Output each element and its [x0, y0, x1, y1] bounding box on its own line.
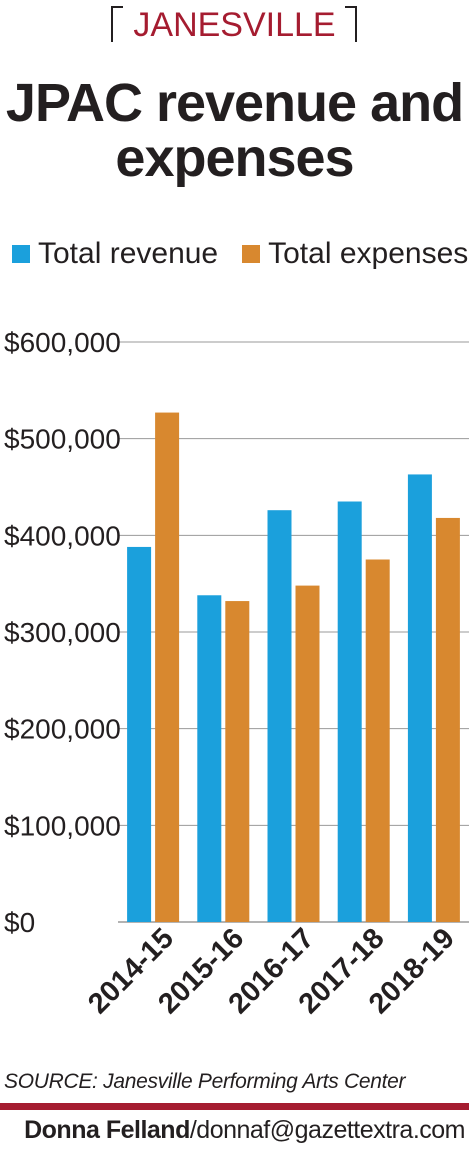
- bar-expenses: [435, 517, 460, 922]
- bar-revenue: [407, 474, 432, 922]
- bar-revenue: [127, 546, 152, 922]
- kicker-bracket-right: [345, 6, 357, 42]
- bar-expenses: [225, 601, 250, 922]
- credit-contact: /donnaf@gazettextra.com: [189, 1116, 466, 1144]
- y-tick-label: $0: [4, 907, 35, 938]
- legend: Total revenue Total expenses: [12, 236, 468, 272]
- footer-rule: [0, 1103, 469, 1110]
- legend-label-expenses: Total expenses: [268, 237, 469, 270]
- y-tick-label: $600,000: [4, 327, 121, 358]
- bar-revenue: [337, 501, 362, 922]
- y-tick-label: $300,000: [4, 617, 121, 648]
- chart-title: JPAC revenue and expenses: [5, 73, 464, 188]
- credit-line: Donna Felland/donnaf@gazettextra.com: [24, 1116, 465, 1145]
- bar-revenue: [267, 510, 292, 922]
- bar-expenses: [365, 559, 390, 922]
- bar-expenses: [295, 585, 320, 922]
- y-tick-label: $500,000: [4, 424, 121, 455]
- y-tick-label: $200,000: [4, 714, 121, 745]
- source-note: SOURCE: Janesville Performing Arts Cente…: [4, 1070, 406, 1093]
- legend-swatch-expenses: [242, 245, 261, 263]
- y-tick-label: $400,000: [4, 520, 121, 551]
- y-tick-label: $100,000: [4, 810, 121, 841]
- credit-name: Donna Felland: [24, 1116, 190, 1144]
- kicker-label: JANESVILLE: [133, 6, 336, 44]
- legend-swatch-revenue: [12, 245, 30, 263]
- legend-label-revenue: Total revenue: [38, 237, 219, 270]
- bar-expenses: [155, 412, 180, 922]
- legend-item-expenses: Total expenses: [242, 237, 468, 271]
- bar-revenue: [197, 595, 222, 922]
- legend-item-revenue: Total revenue: [12, 237, 218, 271]
- kicker-bracket-left: [111, 6, 123, 42]
- bar-chart: $0 $100,000 $200,000 $300,000 $400,000 $500,0…: [4, 327, 469, 1020]
